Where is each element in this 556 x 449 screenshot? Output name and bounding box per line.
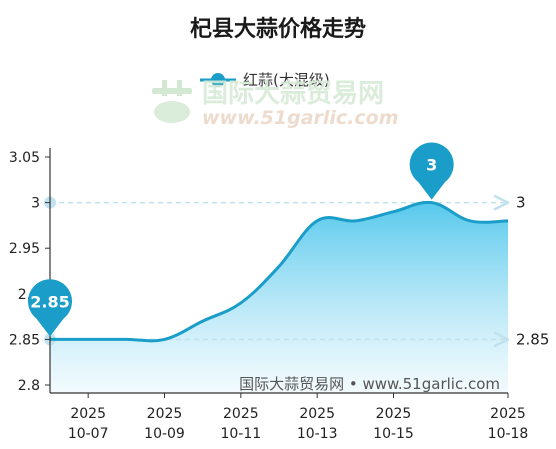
- x-tick-date: 10-09: [144, 426, 185, 442]
- legend-label: 红蒜(大混级): [243, 71, 330, 89]
- watermark: 国际大蒜贸易网 www.51garlic.com: [152, 79, 399, 129]
- y-tick-label: 2.85: [9, 332, 40, 348]
- guide-label: 2.85: [516, 330, 549, 348]
- y-tick-label: 2.8: [18, 378, 40, 394]
- legend[interactable]: 红蒜(大混级): [200, 71, 330, 89]
- footer-credit: 国际大蒜贸易网 • www.51garlic.com: [239, 375, 500, 393]
- x-tick-year: 2025: [376, 406, 412, 422]
- guide-arrow-icon: [493, 194, 510, 211]
- x-tick-year: 2025: [147, 406, 183, 422]
- pin-marker-icon: [28, 279, 73, 337]
- x-tick-date: 10-13: [297, 426, 338, 442]
- x-tick-year: 2025: [299, 406, 335, 422]
- value-pin: 2.85: [28, 279, 73, 337]
- x-tick-date: 10-15: [373, 426, 414, 442]
- series-line: [50, 200, 509, 343]
- value-pin: 3: [409, 142, 454, 200]
- plot-area: 32.853.0532.952.92.852.8202510-07202510-…: [9, 142, 549, 442]
- chart-title: 杞县大蒜价格走势: [190, 16, 366, 42]
- x-tick-year: 2025: [223, 406, 259, 422]
- x-tick-date: 10-11: [220, 426, 261, 442]
- y-tick-label: 3.05: [9, 150, 40, 166]
- x-tick-year: 2025: [70, 406, 106, 422]
- x-tick-date: 10-07: [68, 426, 109, 442]
- garlic-logo-icon: [152, 80, 192, 123]
- y-tick-label: 2.95: [9, 241, 40, 257]
- pin-label: 2.85: [30, 292, 69, 311]
- series-area: [50, 202, 508, 393]
- pin-label: 3: [426, 156, 437, 175]
- x-tick-date: 10-18: [488, 426, 529, 442]
- watermark-cn: 国际大蒜贸易网: [202, 79, 384, 109]
- watermark-url: www.51garlic.com: [202, 107, 399, 129]
- x-tick-year: 2025: [490, 406, 526, 422]
- legend-marker-icon: [211, 73, 225, 87]
- y-tick-label: 3: [31, 196, 40, 212]
- pin-marker-icon: [409, 142, 454, 200]
- guide-arrow-icon: [493, 331, 510, 348]
- guide-label: 3: [516, 194, 526, 212]
